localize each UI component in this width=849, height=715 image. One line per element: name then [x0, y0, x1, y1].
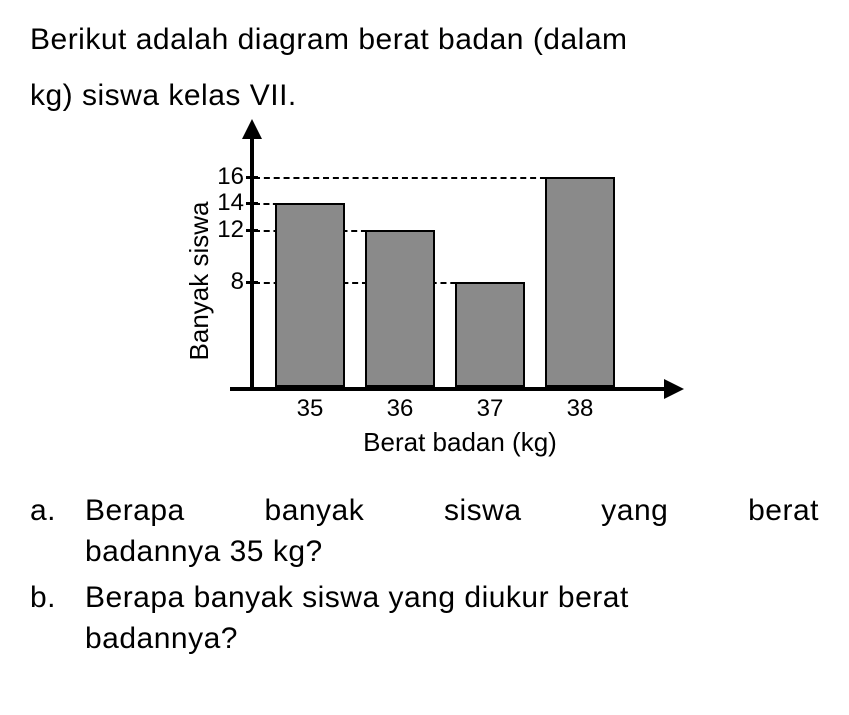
- question-a: a. Berapa banyak siswa yang berat badann…: [30, 491, 819, 572]
- bar: [455, 282, 525, 387]
- x-axis-label: Berat badan (kg): [290, 427, 630, 458]
- x-tick-label: 36: [365, 395, 435, 423]
- bar-chart: Banyak siswa 8121416 35363738 Berat bada…: [170, 131, 670, 431]
- question-b-line1: Berapa banyak siswa yang diukur berat: [85, 578, 819, 619]
- title-line-2: kg) siswa kelas VII.: [30, 76, 819, 117]
- bar: [275, 203, 345, 387]
- question-b: b. Berapa banyak siswa yang diukur berat…: [30, 578, 819, 659]
- y-tick-label: 12: [208, 216, 244, 244]
- questions: a. Berapa banyak siswa yang berat badann…: [30, 491, 819, 659]
- question-b-line2: badannya?: [85, 619, 819, 660]
- y-tick-label: 8: [208, 268, 244, 296]
- x-axis-arrow-icon: [664, 379, 684, 399]
- question-a-letter: a.: [30, 491, 85, 572]
- question-b-text: Berapa banyak siswa yang diukur berat ba…: [85, 578, 819, 659]
- question-a-line1: Berapa banyak siswa yang berat: [85, 491, 819, 532]
- bar: [545, 177, 615, 387]
- x-axis-line: [230, 387, 670, 391]
- bar: [365, 230, 435, 387]
- x-tick-label: 35: [275, 395, 345, 423]
- y-axis-line: [250, 131, 254, 391]
- question-a-text: Berapa banyak siswa yang berat badannya …: [85, 491, 819, 572]
- x-tick-label: 38: [545, 395, 615, 423]
- question-b-letter: b.: [30, 578, 85, 659]
- title: Berikut adalah diagram berat badan (dala…: [30, 20, 819, 116]
- title-line-1: Berikut adalah diagram berat badan (dala…: [30, 20, 819, 61]
- question-a-line2: badannya 35 kg?: [85, 532, 819, 573]
- x-tick-label: 37: [455, 395, 525, 423]
- y-tick-label: 14: [208, 189, 244, 217]
- y-tick-label: 16: [208, 163, 244, 191]
